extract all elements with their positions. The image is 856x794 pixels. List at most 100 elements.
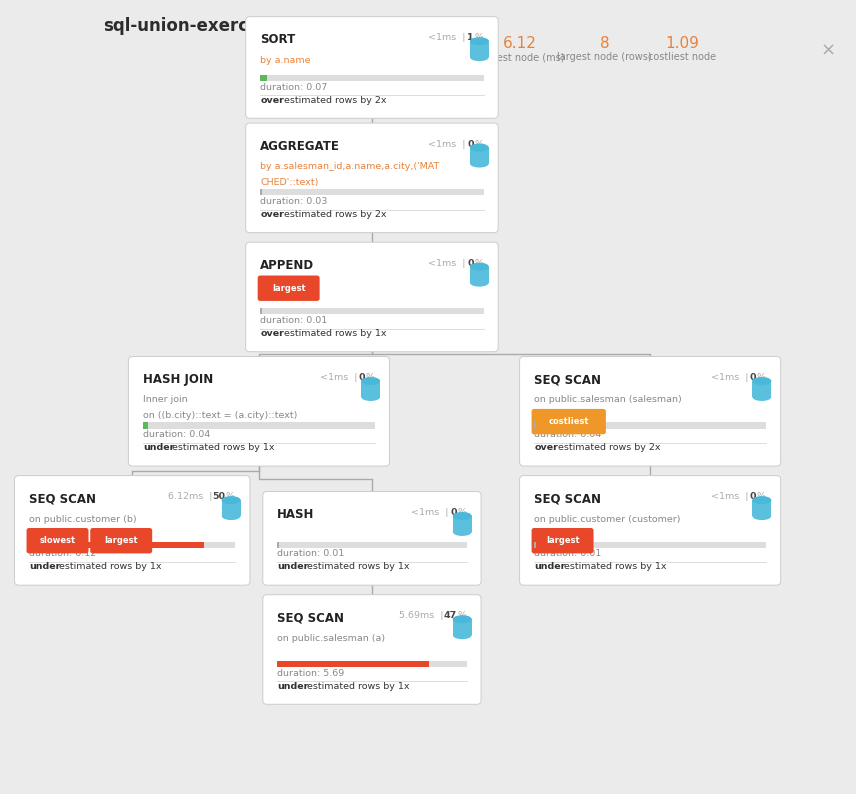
Text: costliest: costliest — [549, 417, 589, 426]
Text: 0: 0 — [450, 508, 456, 517]
FancyBboxPatch shape — [260, 189, 263, 195]
Text: CHED'::text): CHED'::text) — [260, 178, 318, 187]
Text: SEQ SCAN: SEQ SCAN — [534, 492, 601, 505]
Ellipse shape — [470, 160, 489, 168]
Ellipse shape — [453, 512, 472, 520]
Ellipse shape — [470, 271, 489, 279]
FancyBboxPatch shape — [29, 542, 235, 548]
FancyBboxPatch shape — [534, 542, 766, 548]
Text: AGGREGATE: AGGREGATE — [260, 140, 340, 152]
Text: 6.12ms  |: 6.12ms | — [168, 492, 216, 501]
Ellipse shape — [752, 504, 771, 512]
Bar — [222, 500, 241, 516]
Bar — [470, 267, 489, 283]
Text: 1: 1 — [467, 33, 473, 42]
Ellipse shape — [470, 263, 489, 271]
Text: 0: 0 — [359, 373, 365, 382]
Text: duration: 0.03: duration: 0.03 — [260, 197, 328, 206]
Ellipse shape — [361, 393, 380, 401]
Text: %: % — [472, 33, 484, 42]
Bar — [361, 381, 380, 397]
Text: under: under — [277, 562, 309, 572]
FancyBboxPatch shape — [277, 542, 467, 548]
Text: under: under — [277, 681, 309, 691]
Text: 5.69ms  |: 5.69ms | — [399, 611, 447, 620]
Text: on public.salesman (a): on public.salesman (a) — [277, 634, 385, 642]
FancyBboxPatch shape — [534, 422, 537, 429]
Ellipse shape — [470, 45, 489, 53]
Text: estimated rows by 1x: estimated rows by 1x — [304, 681, 409, 691]
Text: on public.salesman (salesman): on public.salesman (salesman) — [534, 395, 682, 404]
Bar — [453, 516, 472, 532]
Text: 6.12: 6.12 — [502, 36, 537, 51]
Text: ✎: ✎ — [253, 17, 265, 32]
FancyBboxPatch shape — [520, 357, 781, 466]
Ellipse shape — [752, 377, 771, 385]
Text: duration: 0.01: duration: 0.01 — [260, 316, 328, 325]
Ellipse shape — [752, 496, 771, 504]
Text: estimated rows by 2x: estimated rows by 2x — [556, 443, 661, 453]
Ellipse shape — [752, 385, 771, 393]
Ellipse shape — [222, 496, 241, 504]
Text: estimated rows by 1x: estimated rows by 1x — [304, 562, 409, 572]
FancyBboxPatch shape — [534, 542, 537, 548]
Text: largest: largest — [546, 536, 580, 545]
Text: <1ms  |: <1ms | — [428, 259, 469, 268]
Text: Inner join: Inner join — [143, 395, 187, 404]
Ellipse shape — [470, 53, 489, 61]
Ellipse shape — [470, 144, 489, 152]
Text: SEQ SCAN: SEQ SCAN — [29, 492, 96, 505]
Text: %: % — [363, 373, 375, 382]
FancyBboxPatch shape — [128, 357, 389, 466]
Text: %: % — [754, 373, 766, 382]
Text: 0: 0 — [467, 259, 473, 268]
Text: over: over — [260, 95, 284, 105]
Ellipse shape — [752, 393, 771, 401]
Ellipse shape — [222, 496, 241, 504]
Text: on ((b.city)::text = (a.city)::text): on ((b.city)::text = (a.city)::text) — [143, 411, 297, 420]
Text: under: under — [534, 562, 566, 572]
Text: 1.09: 1.09 — [665, 36, 699, 51]
Ellipse shape — [222, 504, 241, 512]
Ellipse shape — [453, 528, 472, 536]
Text: <1ms  |: <1ms | — [319, 373, 360, 382]
Text: HASH: HASH — [277, 508, 315, 521]
Ellipse shape — [361, 385, 380, 393]
Ellipse shape — [453, 615, 472, 623]
Text: 8: 8 — [599, 36, 609, 51]
Text: duration: 0.04: duration: 0.04 — [534, 430, 602, 439]
Text: %: % — [223, 492, 235, 501]
Text: execution time (ms): execution time (ms) — [272, 52, 370, 63]
FancyBboxPatch shape — [260, 75, 267, 81]
FancyBboxPatch shape — [263, 491, 481, 585]
Text: <1ms  |: <1ms | — [411, 508, 452, 517]
Text: largest node (rows): largest node (rows) — [557, 52, 651, 63]
Text: 12.2: 12.2 — [304, 36, 338, 51]
Text: %: % — [455, 508, 467, 517]
Bar — [453, 619, 472, 635]
FancyBboxPatch shape — [29, 542, 205, 548]
Text: estimated rows by 1x: estimated rows by 1x — [561, 562, 666, 572]
Text: duration: 0.01: duration: 0.01 — [534, 549, 602, 558]
Text: estimated rows by 1x: estimated rows by 1x — [56, 562, 161, 572]
Text: planning time (ms): planning time (ms) — [379, 52, 472, 63]
Text: under: under — [143, 443, 175, 453]
Ellipse shape — [470, 263, 489, 271]
Text: on public.customer (customer): on public.customer (customer) — [534, 515, 681, 523]
FancyBboxPatch shape — [90, 528, 152, 553]
Text: over: over — [260, 210, 284, 219]
Text: largest: largest — [104, 536, 138, 545]
Text: estimated rows by 1x: estimated rows by 1x — [169, 443, 275, 453]
Text: HASH JOIN: HASH JOIN — [143, 373, 213, 386]
FancyBboxPatch shape — [532, 528, 593, 553]
Text: 50: 50 — [212, 492, 225, 501]
Text: duration: 0.01: duration: 0.01 — [277, 549, 345, 558]
Ellipse shape — [470, 144, 489, 152]
Text: %: % — [472, 259, 484, 268]
FancyBboxPatch shape — [260, 308, 263, 314]
Text: slowest node (ms): slowest node (ms) — [475, 52, 564, 63]
Ellipse shape — [470, 152, 489, 160]
Text: on public.customer (b): on public.customer (b) — [29, 515, 137, 523]
Text: 96.21: 96.21 — [404, 36, 447, 51]
FancyBboxPatch shape — [277, 661, 467, 667]
